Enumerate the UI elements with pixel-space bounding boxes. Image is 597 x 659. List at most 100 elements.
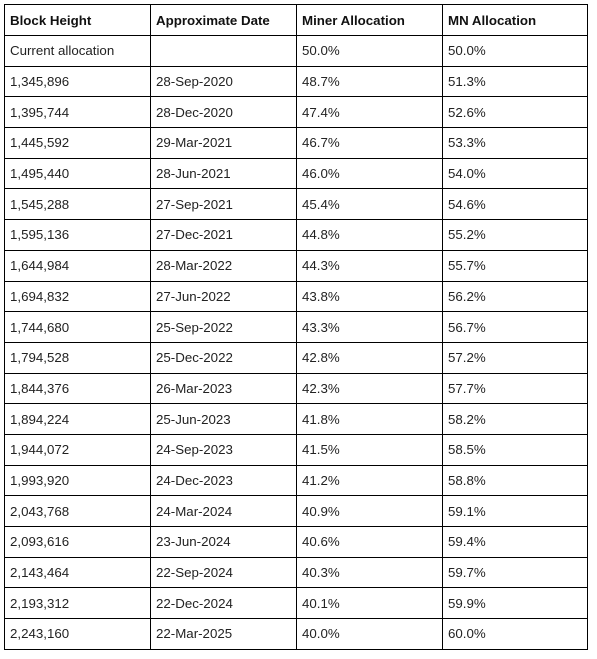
approximate-date-cell: 22-Mar-2025 xyxy=(150,618,297,650)
header-approximate-date: Approximate Date xyxy=(150,4,297,36)
block-height-cell: 1,345,896 xyxy=(4,65,151,98)
block-height-cell: 1,844,376 xyxy=(4,372,151,405)
table-row: 1,345,896 28-Sep-2020 48.7% 51.3% xyxy=(4,65,588,98)
miner-allocation-cell: 45.4% xyxy=(296,188,443,221)
mn-allocation-cell: 56.7% xyxy=(442,311,588,343)
header-mn-allocation: MN Allocation xyxy=(442,4,588,36)
table-row: 2,143,464 22-Sep-2024 40.3% 59.7% xyxy=(4,556,588,589)
block-height-cell: Current allocation xyxy=(4,35,151,67)
block-height-cell: 1,894,224 xyxy=(4,403,151,435)
header-row: Block Height Approximate Date Miner Allo… xyxy=(4,4,588,36)
miner-allocation-cell: 41.2% xyxy=(296,464,443,497)
approximate-date-cell: 25-Jun-2023 xyxy=(150,403,297,435)
block-height-cell: 1,545,288 xyxy=(4,188,151,221)
block-height-cell: 1,794,528 xyxy=(4,341,151,374)
mn-allocation-cell: 52.6% xyxy=(442,96,588,129)
block-height-cell: 1,694,832 xyxy=(4,280,151,313)
miner-allocation-cell: 47.4% xyxy=(296,96,443,129)
miner-allocation-cell: 42.8% xyxy=(296,341,443,374)
table-row: 1,844,376 26-Mar-2023 42.3% 57.7% xyxy=(4,372,588,405)
block-height-cell: 1,445,592 xyxy=(4,127,151,159)
table-row: 1,445,592 29-Mar-2021 46.7% 53.3% xyxy=(4,127,588,159)
approximate-date-cell: 22-Dec-2024 xyxy=(150,587,297,620)
approximate-date-cell: 23-Jun-2024 xyxy=(150,526,297,558)
table-row: 1,545,288 27-Sep-2021 45.4% 54.6% xyxy=(4,188,588,221)
block-height-cell: 1,495,440 xyxy=(4,157,151,190)
miner-allocation-cell: 41.5% xyxy=(296,433,443,466)
approximate-date-cell: 28-Sep-2020 xyxy=(150,65,297,98)
miner-allocation-cell: 40.6% xyxy=(296,526,443,558)
miner-allocation-cell: 44.8% xyxy=(296,219,443,251)
block-height-cell: 2,043,768 xyxy=(4,495,151,527)
mn-allocation-cell: 58.8% xyxy=(442,464,588,497)
mn-allocation-cell: 51.3% xyxy=(442,65,588,98)
allocation-schedule-table: Block Height Approximate Date Miner Allo… xyxy=(4,4,588,650)
mn-allocation-cell: 55.7% xyxy=(442,249,588,282)
block-height-cell: 2,143,464 xyxy=(4,556,151,589)
mn-allocation-cell: 57.7% xyxy=(442,372,588,405)
miner-allocation-cell: 48.7% xyxy=(296,65,443,98)
table-row: 1,993,920 24-Dec-2023 41.2% 58.8% xyxy=(4,464,588,497)
mn-allocation-cell: 58.5% xyxy=(442,433,588,466)
miner-allocation-cell: 40.3% xyxy=(296,556,443,589)
block-height-cell: 1,644,984 xyxy=(4,249,151,282)
table-body: Current allocation 50.0% 50.0% 1,345,896 28-… xyxy=(4,35,588,650)
approximate-date-cell: 27-Dec-2021 xyxy=(150,219,297,251)
mn-allocation-cell: 54.6% xyxy=(442,188,588,221)
table-row: 1,595,136 27-Dec-2021 44.8% 55.2% xyxy=(4,219,588,251)
mn-allocation-cell: 60.0% xyxy=(442,618,588,650)
mn-allocation-cell: 59.9% xyxy=(442,587,588,620)
table-header: Block Height Approximate Date Miner Allo… xyxy=(4,4,588,36)
table-row: 2,243,160 22-Mar-2025 40.0% 60.0% xyxy=(4,618,588,650)
approximate-date-cell: 24-Sep-2023 xyxy=(150,433,297,466)
mn-allocation-cell: 59.7% xyxy=(442,556,588,589)
block-height-cell: 1,395,744 xyxy=(4,96,151,129)
table-row: 1,644,984 28-Mar-2022 44.3% 55.7% xyxy=(4,249,588,282)
mn-allocation-cell: 50.0% xyxy=(442,35,588,67)
miner-allocation-cell: 40.9% xyxy=(296,495,443,527)
block-height-cell: 2,093,616 xyxy=(4,526,151,558)
mn-allocation-cell: 55.2% xyxy=(442,219,588,251)
header-miner-allocation: Miner Allocation xyxy=(296,4,443,36)
block-height-cell: 2,193,312 xyxy=(4,587,151,620)
mn-allocation-cell: 56.2% xyxy=(442,280,588,313)
miner-allocation-cell: 40.0% xyxy=(296,618,443,650)
table-row: 2,093,616 23-Jun-2024 40.6% 59.4% xyxy=(4,526,588,558)
approximate-date-cell: 22-Sep-2024 xyxy=(150,556,297,589)
table-row: 1,495,440 28-Jun-2021 46.0% 54.0% xyxy=(4,157,588,190)
approximate-date-cell: 25-Dec-2022 xyxy=(150,341,297,374)
mn-allocation-cell: 59.1% xyxy=(442,495,588,527)
miner-allocation-cell: 42.3% xyxy=(296,372,443,405)
block-height-cell: 1,944,072 xyxy=(4,433,151,466)
miner-allocation-cell: 50.0% xyxy=(296,35,443,67)
approximate-date-cell xyxy=(150,35,297,67)
mn-allocation-cell: 57.2% xyxy=(442,341,588,374)
table-row: 1,395,744 28-Dec-2020 47.4% 52.6% xyxy=(4,96,588,129)
mn-allocation-cell: 53.3% xyxy=(442,127,588,159)
allocation-table-container: Block Height Approximate Date Miner Allo… xyxy=(4,4,588,650)
miner-allocation-cell: 43.8% xyxy=(296,280,443,313)
approximate-date-cell: 25-Sep-2022 xyxy=(150,311,297,343)
miner-allocation-cell: 44.3% xyxy=(296,249,443,282)
miner-allocation-cell: 41.8% xyxy=(296,403,443,435)
miner-allocation-cell: 46.0% xyxy=(296,157,443,190)
approximate-date-cell: 28-Mar-2022 xyxy=(150,249,297,282)
table-row: 1,694,832 27-Jun-2022 43.8% 56.2% xyxy=(4,280,588,313)
table-row: 1,894,224 25-Jun-2023 41.8% 58.2% xyxy=(4,403,588,435)
miner-allocation-cell: 40.1% xyxy=(296,587,443,620)
approximate-date-cell: 24-Mar-2024 xyxy=(150,495,297,527)
block-height-cell: 1,595,136 xyxy=(4,219,151,251)
approximate-date-cell: 27-Sep-2021 xyxy=(150,188,297,221)
approximate-date-cell: 29-Mar-2021 xyxy=(150,127,297,159)
approximate-date-cell: 27-Jun-2022 xyxy=(150,280,297,313)
miner-allocation-cell: 46.7% xyxy=(296,127,443,159)
table-row: 1,944,072 24-Sep-2023 41.5% 58.5% xyxy=(4,433,588,466)
table-row: 2,193,312 22-Dec-2024 40.1% 59.9% xyxy=(4,587,588,620)
table-row: 1,794,528 25-Dec-2022 42.8% 57.2% xyxy=(4,341,588,374)
approximate-date-cell: 24-Dec-2023 xyxy=(150,464,297,497)
approximate-date-cell: 28-Dec-2020 xyxy=(150,96,297,129)
block-height-cell: 2,243,160 xyxy=(4,618,151,650)
approximate-date-cell: 28-Jun-2021 xyxy=(150,157,297,190)
approximate-date-cell: 26-Mar-2023 xyxy=(150,372,297,405)
table-row: 2,043,768 24-Mar-2024 40.9% 59.1% xyxy=(4,495,588,527)
